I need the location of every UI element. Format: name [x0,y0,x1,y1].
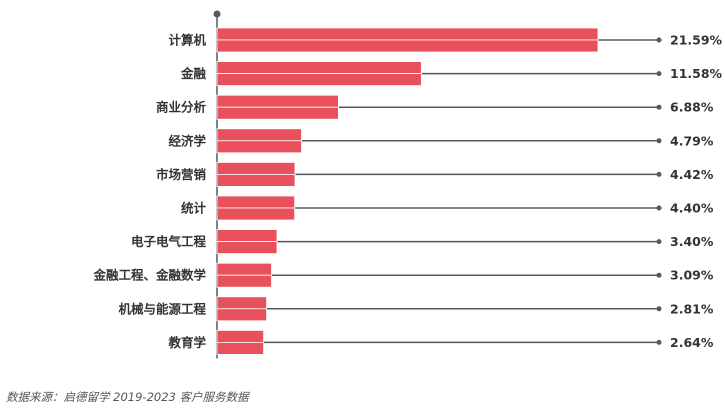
category-label: 电子电气工程 [131,234,207,249]
category-label: 机械与能源工程 [118,301,206,316]
value-label: 3.09% [670,268,714,283]
bar-lower-half [216,308,267,322]
value-label: 21.59% [670,33,723,48]
bar [216,161,296,187]
bar-lower-half [216,106,339,120]
bar-upper-half [216,329,264,343]
bar-upper-half [216,229,278,243]
bar [216,94,339,120]
bar-upper-half [216,94,339,108]
leader-line-dot [656,239,662,245]
category-label-layer: 计算机金融商业分析经济学市场营销统计电子电气工程金融工程、金融数学机械与能源工程… [92,33,206,350]
bar [216,128,302,154]
category-label: 计算机 [168,33,206,48]
bar [216,27,599,53]
value-label: 2.64% [670,335,714,350]
value-label: 4.42% [670,167,714,182]
bar-lower-half [216,274,272,288]
bar-upper-half [216,195,296,209]
leader-line-dot [656,104,662,110]
leader-line-dot [656,205,662,211]
bar [216,329,264,355]
value-label: 4.40% [670,201,714,216]
bar [216,61,422,86]
value-label: 6.88% [670,100,714,115]
bar-lower-half [216,73,422,86]
bar-lower-half [216,341,264,355]
category-label: 教育学 [167,335,206,350]
category-label: 统计 [181,201,207,216]
bar-layer [216,27,599,355]
leader-line-dot [656,37,662,43]
leader-line-dot [656,339,662,345]
value-label: 11.58% [670,66,723,81]
bar-lower-half [216,241,278,255]
bar-lower-half [216,207,296,221]
y-axis-top-dot [213,10,221,18]
bar-upper-half [216,161,296,175]
category-label: 金融 [180,66,207,81]
leader-line-dot [656,138,662,144]
category-label: 市场营销 [156,167,207,182]
bar [216,296,267,322]
bar-upper-half [216,61,422,74]
bar [216,229,278,255]
bar-upper-half [216,128,302,142]
value-label: 3.40% [670,234,714,249]
value-label-layer: 21.59% 11.58% 6.88% 4.79% 4.42% 4.40% 3.40% 3.0… [670,33,723,350]
leader-line-dot [656,272,662,278]
source-note: 数据来源：启德留学 2019-2023 客户服务数据 [6,390,249,404]
bar [216,195,296,221]
bar [216,262,272,288]
category-label: 商业分析 [156,100,207,115]
leader-line-dot [656,71,662,77]
value-label: 4.79% [670,133,714,148]
category-label: 经济学 [168,133,206,148]
leader-line-dot [656,306,662,312]
bar-upper-half [216,262,272,276]
category-label: 金融工程、金融数学 [92,268,206,283]
value-label: 2.81% [670,301,714,316]
bar-lower-half [216,39,599,53]
bar-lower-half [216,140,302,154]
bar-lower-half [216,173,296,187]
bar-upper-half [216,27,599,41]
leader-line-dot [656,171,662,177]
bar-upper-half [216,296,267,310]
